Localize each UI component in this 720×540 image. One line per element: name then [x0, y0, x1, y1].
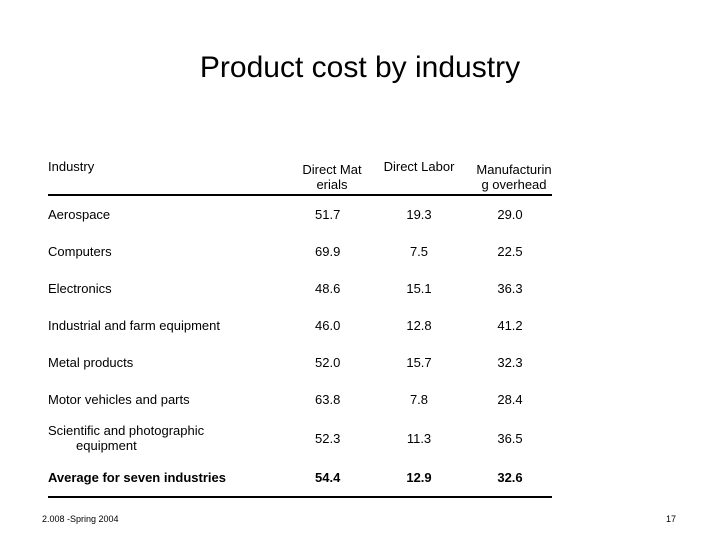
cell-industry: Aerospace	[48, 207, 111, 222]
cell-direct-materials: 63.8	[315, 392, 341, 407]
cell-direct-labor: 12.8	[406, 318, 432, 333]
footer-course: 2.008 -Spring 2004	[42, 514, 119, 524]
cell-industry: Scientific and photographic equipment	[48, 418, 288, 458]
cell-direct-materials: 52.0	[315, 355, 341, 370]
table-row: Electronics 48.6 15.1 36.3	[48, 270, 552, 307]
cell-industry: Metal products	[48, 355, 134, 370]
table-header-row: Industry Direct Materials Direct Labor M…	[48, 100, 552, 195]
cell-overhead: 22.5	[497, 244, 523, 259]
cell-direct-labor: 7.5	[409, 244, 429, 259]
cell-direct-labor: 15.7	[406, 355, 432, 370]
header-overhead-label: Manufacturing overhead	[476, 162, 552, 192]
cell-direct-materials: 51.7	[315, 207, 341, 222]
cell-industry: Computers	[48, 244, 112, 259]
cell-direct-labor: 11.3	[406, 430, 432, 446]
cell-overhead: 29.0	[497, 207, 523, 222]
header-direct-materials-label: Direct Materials	[302, 162, 362, 192]
cell-average-label: Average for seven industries	[48, 469, 226, 485]
cell-average-direct-labor: 12.9	[406, 469, 432, 485]
cell-industry: Motor vehicles and parts	[48, 392, 190, 407]
header-direct-labor: Direct Labor	[383, 159, 455, 174]
cell-overhead: 36.3	[497, 281, 523, 296]
header-direct-materials: Direct Materials	[288, 100, 370, 195]
cell-direct-materials: 52.3	[315, 430, 341, 446]
cell-industry-line2: equipment	[76, 438, 137, 453]
table-row: Metal products 52.0 15.7 32.3	[48, 344, 552, 381]
cell-industry: Industrial and farm equipment	[48, 318, 220, 333]
cell-direct-materials: 46.0	[315, 318, 341, 333]
cell-overhead: 32.3	[497, 355, 523, 370]
cell-direct-materials: 48.6	[315, 281, 341, 296]
header-industry: Industry	[48, 159, 95, 174]
cell-overhead: 41.2	[497, 318, 523, 333]
cell-overhead: 28.4	[497, 392, 523, 407]
table-row: Scientific and photographic equipment 52…	[48, 418, 552, 458]
header-overhead: Manufacturing overhead	[468, 100, 552, 195]
cell-average-overhead: 32.6	[497, 469, 523, 485]
cell-direct-materials: 69.9	[315, 244, 341, 259]
cell-direct-labor: 7.8	[409, 392, 429, 407]
table-average-row: Average for seven industries 54.4 12.9 3…	[48, 458, 552, 497]
page-title: Product cost by industry	[199, 51, 521, 84]
table-row: Motor vehicles and parts 63.8 7.8 28.4	[48, 381, 552, 418]
cell-direct-labor: 15.1	[406, 281, 432, 296]
table-row: Computers 69.9 7.5 22.5	[48, 233, 552, 270]
cell-industry-line1: Scientific and photographic	[48, 423, 205, 438]
cell-industry: Electronics	[48, 281, 112, 296]
table-row: Industrial and farm equipment 46.0 12.8 …	[48, 307, 552, 344]
cell-direct-labor: 19.3	[406, 207, 432, 222]
product-cost-table: Industry Direct Materials Direct Labor M…	[48, 100, 552, 498]
footer-page-number: 17	[665, 514, 676, 524]
cell-overhead: 36.5	[497, 430, 523, 446]
cell-average-direct-materials: 54.4	[315, 469, 341, 485]
table-row: Aerospace 51.7 19.3 29.0	[48, 195, 552, 233]
